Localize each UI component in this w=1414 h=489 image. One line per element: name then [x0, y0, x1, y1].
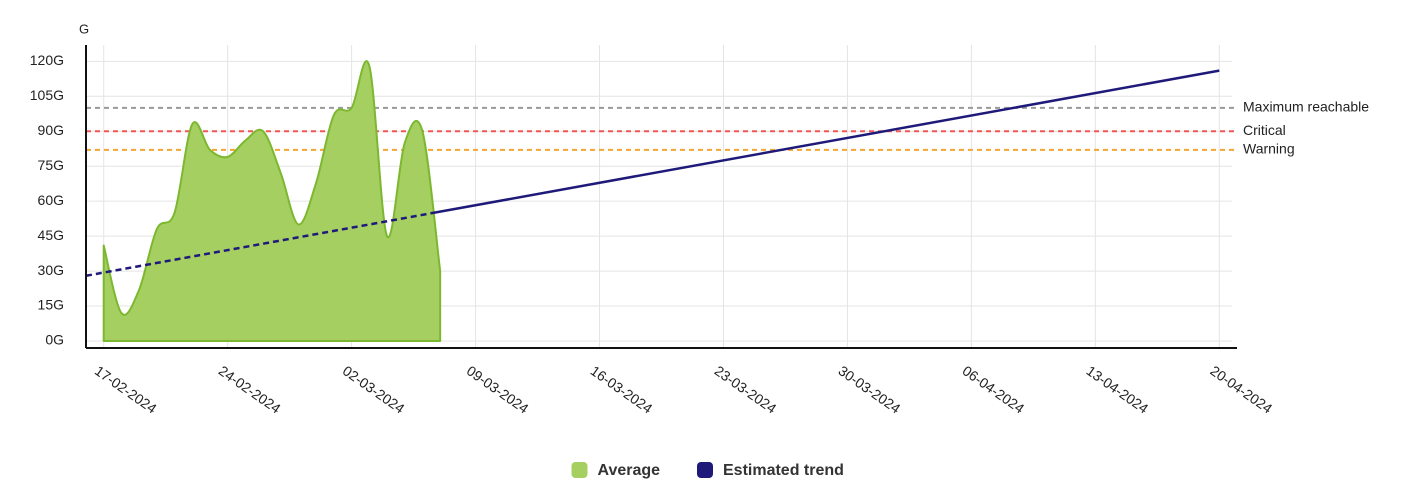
y-tick-label: 0G: [45, 332, 64, 348]
y-tick-label: 30G: [38, 262, 64, 278]
legend-label: Average: [598, 462, 661, 479]
x-tick-label: 30-03-2024: [836, 362, 904, 416]
x-tick-label: 13-04-2024: [1083, 362, 1151, 416]
y-tick-label: 75G: [38, 157, 64, 173]
y-tick-label: 60G: [38, 192, 64, 208]
area: [102, 60, 442, 343]
threshold-label: Critical: [1243, 122, 1286, 138]
x-tick-label: 17-02-2024: [92, 362, 160, 416]
x-tick-label: 02-03-2024: [340, 362, 408, 416]
threshold-label: Maximum reachable: [1243, 99, 1369, 115]
y-tick-label: 15G: [38, 297, 64, 313]
x-tick-label: 09-03-2024: [464, 362, 532, 416]
x-tick-label: 23-03-2024: [712, 362, 780, 416]
legend-swatch: [697, 462, 713, 478]
x-tick-label: 24-02-2024: [216, 362, 284, 416]
y-tick-label: 90G: [38, 122, 64, 138]
y-axis-title: G: [79, 21, 89, 36]
threshold-label: Warning: [1243, 141, 1295, 157]
legend-label: Estimated trend: [723, 462, 844, 479]
x-tick-label: 06-04-2024: [960, 362, 1028, 416]
y-tick-label: 120G: [30, 52, 64, 68]
x-tick-label: 20-04-2024: [1207, 362, 1275, 416]
trend-line: [85, 69, 1220, 277]
legend-swatch: [571, 462, 588, 478]
y-tick-label: 105G: [30, 87, 64, 103]
y-tick-label: 45G: [38, 227, 64, 243]
legend: Average Estimated trend: [571, 462, 844, 479]
x-tick-label: 16-03-2024: [588, 362, 656, 416]
